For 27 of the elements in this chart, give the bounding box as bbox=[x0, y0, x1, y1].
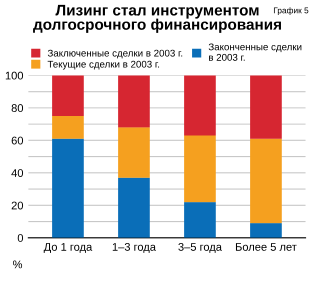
text: График 5 bbox=[274, 7, 308, 16]
bar bbox=[184, 202, 216, 238]
legend-label: Законченные сделки в 2003 г. bbox=[208, 43, 302, 61]
x-tick-label: До 1 года bbox=[44, 243, 92, 253]
y-tick-label: 20 bbox=[12, 202, 24, 210]
bar bbox=[118, 75, 150, 128]
y-tick-label: 60 bbox=[12, 136, 24, 144]
bar bbox=[250, 75, 282, 139]
bar bbox=[184, 135, 216, 202]
bar bbox=[250, 138, 282, 224]
bar bbox=[52, 75, 84, 116]
y-tick-label: 0 bbox=[18, 234, 24, 242]
y-tick-label: 40 bbox=[11, 169, 24, 177]
y-tick-label: 100 bbox=[6, 72, 24, 80]
x-tick-label: 1–3 года bbox=[112, 242, 156, 253]
bar bbox=[52, 138, 84, 238]
x-tick-label: Более 5 лет bbox=[236, 243, 297, 251]
legend-label: Заключенные сделки в 2003 г. bbox=[48, 50, 182, 58]
bar bbox=[52, 116, 84, 139]
x-tick-label: 3–5 года bbox=[178, 242, 222, 253]
bar bbox=[118, 127, 150, 178]
bar bbox=[118, 178, 150, 238]
bar bbox=[184, 75, 216, 136]
bar bbox=[250, 223, 282, 238]
y-tick-label: 80 bbox=[12, 104, 24, 112]
legend-label: Текущие сделки в 2003 г. bbox=[48, 60, 160, 70]
y-axis-title: % bbox=[12, 260, 22, 268]
